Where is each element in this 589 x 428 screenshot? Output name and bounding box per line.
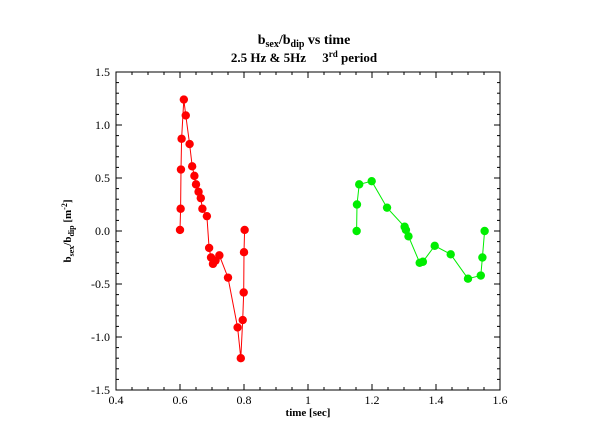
plot-frame (115, 71, 501, 391)
data-point (430, 241, 439, 251)
title-frequencies: 2.5 Hz & 5Hz 3 (231, 50, 329, 65)
data-point (404, 232, 413, 241)
data-point (187, 162, 197, 171)
data-point (478, 253, 487, 262)
title-b-sex: b (258, 33, 266, 48)
x-tick-label: 1 (305, 393, 311, 407)
data-point (418, 257, 428, 266)
ylabel-b: b (62, 256, 74, 262)
title-b-dip: /b (278, 33, 291, 48)
x-axis-ticks (115, 72, 501, 390)
x-axis-label: time [sec] (286, 407, 331, 419)
data-point (179, 95, 189, 104)
data-point (401, 225, 411, 235)
data-point (215, 251, 224, 260)
y-axis-ticks (116, 71, 500, 391)
data-point (476, 271, 485, 280)
data-point (240, 225, 249, 235)
data-point (196, 193, 205, 203)
title-sup-rd: rd (329, 49, 338, 59)
data-point (352, 226, 361, 236)
title-vs-time: vs time (304, 33, 350, 48)
data-point (367, 176, 376, 186)
data-point (463, 274, 473, 283)
data-point (223, 273, 233, 282)
y-axis-label: bsex/bdip [m-2] (60, 199, 76, 262)
data-point (238, 315, 247, 325)
x-tick-label: 1.2 (365, 393, 380, 407)
data-point (198, 204, 207, 213)
ylabel-close: ] (62, 199, 74, 203)
ylabel-unit: [m (62, 210, 74, 226)
x-axis-tick-labels: 0.4 0.6 0.8 1 1.2 1.4 1.6 (109, 393, 508, 407)
series-layer (175, 95, 489, 363)
ylabel-sub-sex: sex (67, 246, 76, 257)
x-tick-label: 0.8 (237, 393, 252, 407)
data-point (202, 211, 212, 221)
data-point (446, 250, 455, 259)
title-sub-dip: dip (291, 39, 305, 50)
x-tick-label: 0.6 (173, 393, 188, 407)
y-tick-label: 0.5 (95, 171, 110, 185)
y-tick-label: -0.5 (91, 277, 110, 291)
y-tick-label: 1.0 (95, 118, 110, 132)
data-point (176, 204, 185, 213)
chart-title-line2: 2.5 Hz & 5Hz 3rd period (231, 49, 378, 65)
x-tick-label: 0.4 (109, 393, 124, 407)
data-point (181, 111, 190, 120)
series-line (356, 180, 486, 280)
data-point (204, 243, 214, 253)
series-1 (175, 95, 249, 363)
ylabel-b-dip: /b (62, 237, 74, 247)
data-point (185, 139, 194, 149)
series-2 (352, 176, 489, 283)
data-point (191, 180, 201, 189)
data-point (239, 288, 248, 297)
y-tick-label: -1.5 (91, 383, 110, 397)
title-sub-sex: sex (265, 39, 278, 50)
data-point (175, 225, 185, 235)
y-tick-label: -1.0 (91, 330, 110, 344)
data-point (176, 165, 186, 174)
ylabel-sup: -2 (60, 203, 69, 210)
title-period: period (338, 50, 378, 65)
y-tick-label: 0.0 (95, 224, 110, 238)
y-tick-label: 1.5 (95, 65, 110, 79)
y-axis-tick-labels: 1.5 1.0 0.5 0.0 -0.5 -1.0 -1.5 (91, 65, 110, 397)
data-point (177, 134, 186, 143)
data-point (233, 323, 242, 332)
data-point (352, 200, 362, 209)
data-point (382, 203, 392, 212)
data-point (194, 187, 203, 196)
data-point (355, 180, 364, 189)
ylabel-sub-dip: dip (67, 225, 76, 237)
data-point (480, 226, 489, 236)
data-point (239, 248, 249, 257)
chart-title-line1: bsex/bdip vs time (258, 33, 351, 50)
series-line (179, 99, 246, 359)
x-tick-label: 1.4 (429, 393, 444, 407)
x-tick-label: 1.6 (493, 393, 508, 407)
data-point (190, 171, 199, 181)
data-point (236, 354, 245, 363)
